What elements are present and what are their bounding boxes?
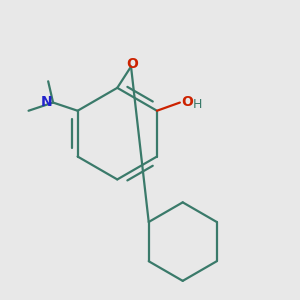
Text: O: O — [126, 57, 138, 71]
Text: H: H — [192, 98, 202, 111]
Text: O: O — [182, 94, 194, 109]
Text: N: N — [40, 94, 52, 109]
